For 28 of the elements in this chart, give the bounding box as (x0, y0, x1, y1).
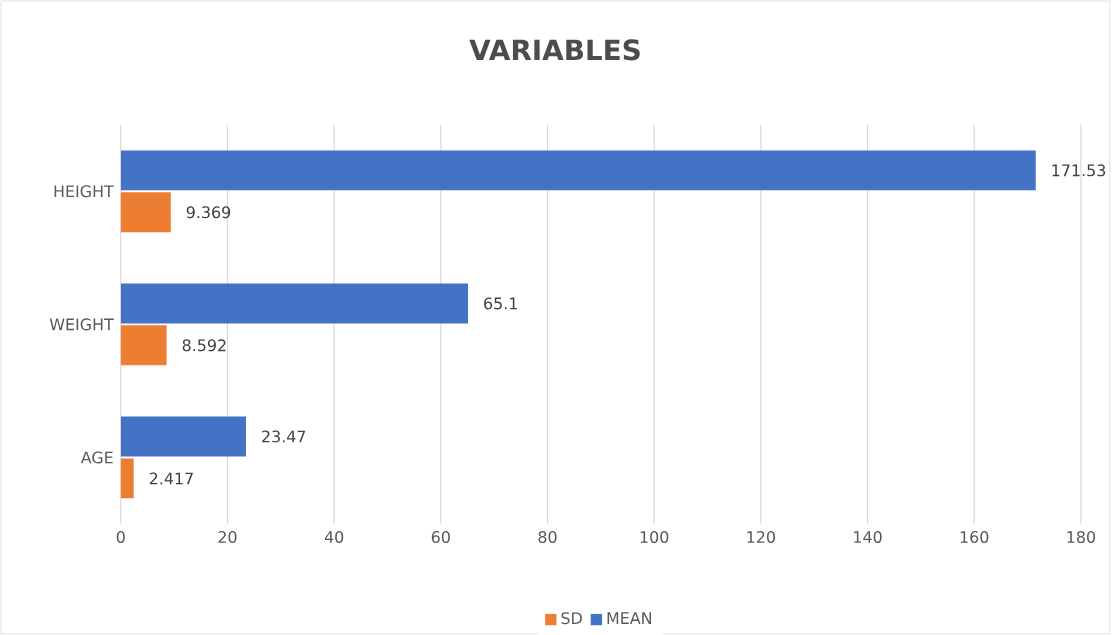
x-tick-label: 180 (1067, 531, 1096, 544)
y-tick-label: AGE (80, 451, 113, 464)
x-tick-label: 60 (431, 531, 450, 544)
x-tick-label: 160 (960, 531, 989, 544)
data-label: 171.53 (1052, 164, 1106, 177)
x-tick-label: 0 (116, 531, 125, 544)
legend-label: MEAN (607, 612, 651, 624)
bar (120, 192, 171, 233)
bar (120, 150, 1036, 191)
x-tick-label: 40 (324, 531, 344, 544)
chart-title: VARIABLES (469, 39, 640, 61)
x-tick-label: 20 (218, 531, 237, 544)
x-tick-label: 80 (538, 531, 557, 544)
data-label: 23.47 (262, 430, 306, 443)
y-tick-label: HEIGHT (54, 185, 114, 198)
x-tick-label: 100 (640, 531, 669, 544)
bar (120, 283, 469, 324)
data-label: 65.1 (484, 297, 517, 310)
bar (120, 458, 134, 499)
data-label: 2.417 (149, 472, 193, 485)
x-tick-label: 140 (854, 531, 882, 544)
bar (120, 325, 167, 366)
data-label: 8.592 (182, 339, 226, 352)
y-tick-label: WEIGHT (49, 318, 114, 331)
bar (120, 416, 246, 457)
data-label: 9.369 (186, 206, 231, 219)
x-tick-label: 120 (747, 531, 775, 544)
legend-label: SD (561, 612, 582, 625)
